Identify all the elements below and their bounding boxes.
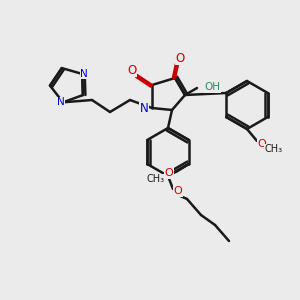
Text: N: N <box>80 69 88 79</box>
Text: O: O <box>128 64 136 76</box>
Text: CH₃: CH₃ <box>147 174 165 184</box>
Text: O: O <box>258 139 266 149</box>
Text: O: O <box>176 52 184 64</box>
Text: N: N <box>140 101 148 115</box>
Text: OH: OH <box>204 82 220 92</box>
Text: N: N <box>57 97 65 107</box>
Text: O: O <box>164 168 173 178</box>
Text: O: O <box>174 186 182 196</box>
Text: CH₃: CH₃ <box>265 144 283 154</box>
